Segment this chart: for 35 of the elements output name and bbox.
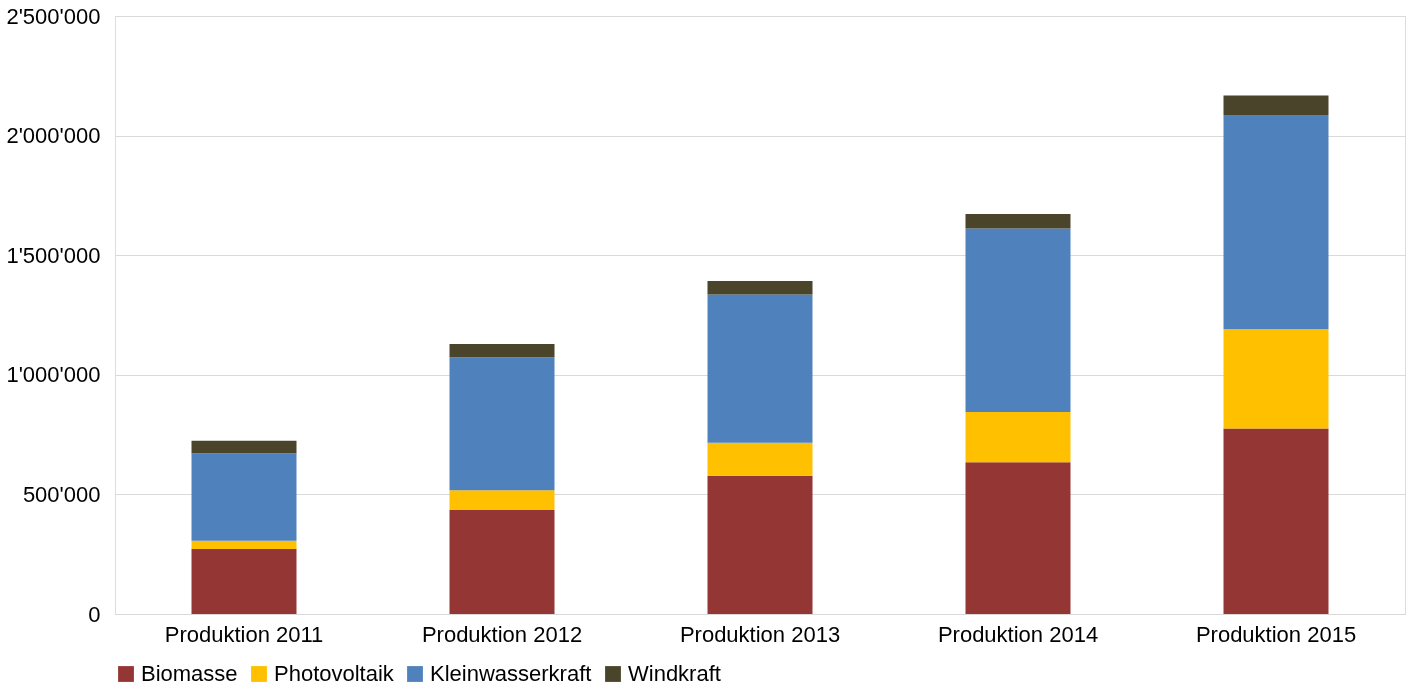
bar xyxy=(707,475,813,614)
bar xyxy=(1223,95,1329,116)
bar xyxy=(191,540,297,549)
bar xyxy=(1223,115,1329,330)
bar xyxy=(965,411,1071,463)
y-tick-label: 500'000 xyxy=(22,481,101,507)
x-tick-label: Produktion 2011 xyxy=(164,621,324,647)
bar xyxy=(191,440,297,454)
y-tick-label: 2'500'000 xyxy=(6,3,101,29)
bar xyxy=(191,548,297,614)
y-tick-label: 1'000'000 xyxy=(6,362,101,388)
legend-label: Photovoltaik xyxy=(274,661,395,686)
x-tick-label: Produktion 2015 xyxy=(1195,621,1357,647)
bar xyxy=(707,294,813,443)
bar xyxy=(449,357,555,491)
legend-label: Biomasse xyxy=(141,661,238,686)
y-tick-label: 0 xyxy=(88,601,101,627)
legend-label: Kleinwasserkraft xyxy=(430,661,592,686)
bar xyxy=(449,490,555,510)
x-tick-label: Produktion 2012 xyxy=(421,621,583,647)
bar xyxy=(1223,428,1329,614)
bar xyxy=(191,453,297,541)
bar xyxy=(965,228,1071,412)
y-tick-label: 1'500'000 xyxy=(6,242,101,268)
y-tick-label: 2'000'000 xyxy=(6,123,101,149)
bar xyxy=(1223,329,1329,429)
legend-label: Windkraft xyxy=(628,661,721,686)
x-tick-label: Produktion 2013 xyxy=(679,621,841,647)
bar xyxy=(449,343,555,358)
x-tick-label: Produktion 2014 xyxy=(937,621,1099,647)
bar xyxy=(707,281,813,295)
bar xyxy=(449,509,555,614)
bar xyxy=(965,214,1071,229)
bar xyxy=(965,462,1071,614)
bar xyxy=(707,442,813,476)
